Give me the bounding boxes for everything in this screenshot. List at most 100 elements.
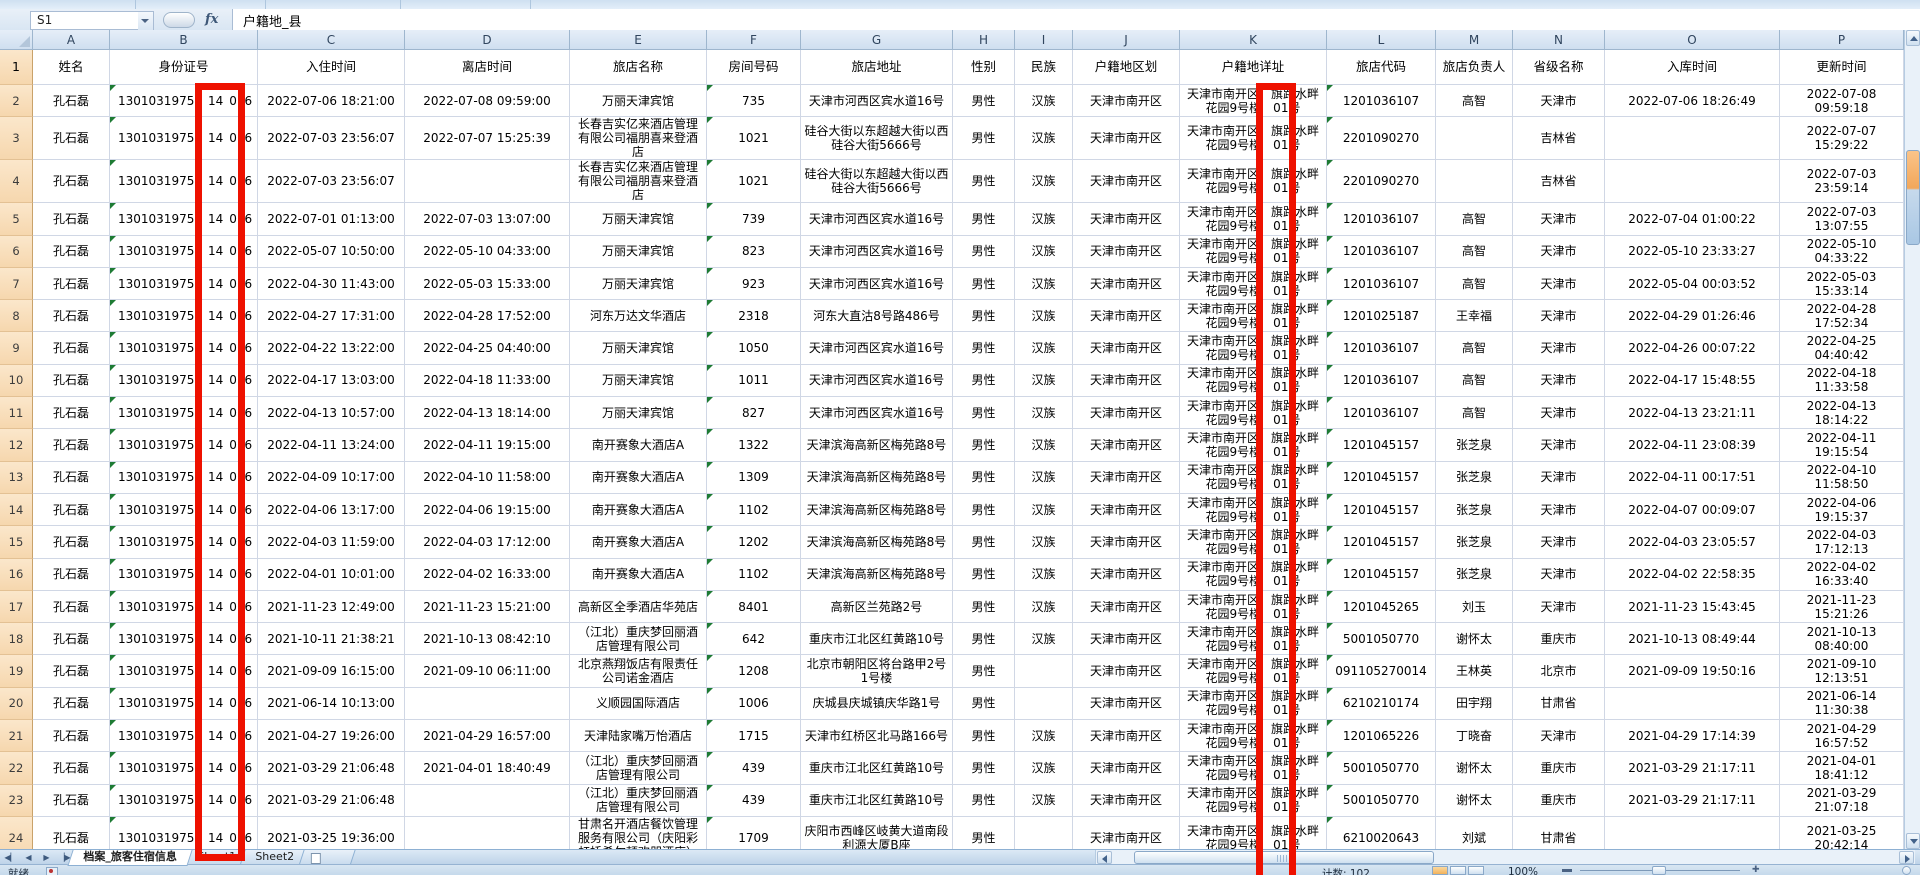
column-header-b[interactable]: B <box>110 30 258 50</box>
cell-hotel-address[interactable]: 天津市河西区宾水道16号 <box>801 397 953 430</box>
column-header-e[interactable]: E <box>570 30 707 50</box>
name-box[interactable]: S1 <box>30 11 148 30</box>
cell-name[interactable]: 孔石磊 <box>33 117 110 161</box>
row-header-17[interactable]: 17 <box>0 590 33 624</box>
cell-province[interactable]: 天津市 <box>1513 267 1605 301</box>
cell-hotel-address[interactable]: 天津市河西区宾水道16号 <box>801 364 953 398</box>
cell-manager[interactable]: 高智 <box>1436 85 1513 118</box>
name-box-dropdown[interactable] <box>138 11 154 31</box>
cell-checkout-time[interactable]: 2022-04-28 17:52:00 <box>405 300 570 333</box>
cell-detail-address[interactable]: 天津市南开区 旗路水畔 花园9号楼 01号 <box>1180 117 1327 161</box>
cell-checkin-time[interactable]: 2021-11-23 12:49:00 <box>258 590 405 624</box>
cell-manager[interactable]: 刘玉 <box>1436 590 1513 624</box>
page-layout-view-button[interactable] <box>1450 866 1466 875</box>
cell-hotel-code[interactable]: 1201036107 <box>1327 85 1436 118</box>
cell-hotel-address[interactable]: 河东大直沽8号路486号 <box>801 300 953 333</box>
row-header-14[interactable]: 14 <box>0 493 33 527</box>
cell-region[interactable]: 天津市南开区 <box>1073 117 1180 161</box>
zoom-in-button[interactable]: ✚ <box>1752 865 1760 875</box>
cell-region[interactable]: 天津市南开区 <box>1073 85 1180 118</box>
cell-region[interactable]: 天津市南开区 <box>1073 720 1180 753</box>
cell-hotel-address[interactable]: 重庆市江北区红黄路10号 <box>801 752 953 785</box>
cell-store-time[interactable]: 2022-04-11 23:08:39 <box>1605 429 1780 462</box>
cell-region[interactable]: 天津市南开区 <box>1073 493 1180 527</box>
cell-id-number[interactable]: 13010319750 14 016 <box>110 784 258 817</box>
cell-hotel-address[interactable]: 重庆市江北区红黄路10号 <box>801 784 953 817</box>
cell-store-time[interactable] <box>1605 160 1780 204</box>
cell-hotel-code[interactable]: 2201090270 <box>1327 117 1436 161</box>
cell-hotel-address[interactable]: 高新区兰苑路2号 <box>801 590 953 624</box>
cell-checkin-time[interactable]: 2022-04-03 11:59:00 <box>258 526 405 559</box>
cell-hotel-name[interactable]: 高新区全季酒店华苑店 <box>570 590 707 624</box>
cell-ethnicity[interactable]: 汉族 <box>1015 590 1073 624</box>
cell-name[interactable]: 孔石磊 <box>33 300 110 333</box>
cell-detail-address[interactable]: 天津市南开区 旗路水畔 花园9号楼 01号 <box>1180 720 1327 753</box>
cell-room-number[interactable]: 1709 <box>707 816 801 849</box>
cell-detail-address[interactable]: 天津市南开区 旗路水畔 花园9号楼 01号 <box>1180 623 1327 656</box>
cell-hotel-address[interactable]: 天津滨海高新区梅苑路8号 <box>801 493 953 527</box>
prev-sheet-button[interactable]: ◀ <box>25 853 32 862</box>
cell-hotel-address[interactable]: 天津市河西区宾水道16号 <box>801 267 953 301</box>
cell-manager[interactable] <box>1436 117 1513 161</box>
cell-ethnicity[interactable]: 汉族 <box>1015 203 1073 236</box>
cell-detail-address[interactable]: 天津市南开区 旗路水畔 花园9号楼 01号 <box>1180 364 1327 398</box>
cell-province[interactable]: 天津市 <box>1513 461 1605 494</box>
field-header-o[interactable]: 入库时间 <box>1605 50 1780 85</box>
cell-room-number[interactable]: 2318 <box>707 300 801 333</box>
cell-province[interactable]: 天津市 <box>1513 203 1605 236</box>
cell-ethnicity[interactable]: 汉族 <box>1015 784 1073 817</box>
cell-checkin-time[interactable]: 2021-03-29 21:06:48 <box>258 752 405 785</box>
cell-province[interactable]: 天津市 <box>1513 332 1605 365</box>
field-header-a[interactable]: 姓名 <box>33 50 110 85</box>
cell-update-time[interactable]: 2021-10-13 08:40:00 <box>1780 623 1904 656</box>
cell-update-time[interactable]: 2022-05-03 15:33:14 <box>1780 267 1904 301</box>
next-sheet-button[interactable]: ▶ <box>43 853 50 862</box>
cell-checkin-time[interactable]: 2022-07-03 23:56:07 <box>258 117 405 161</box>
cell-hotel-address[interactable]: 北京市朝阳区将台路甲2号1号楼 <box>801 655 953 688</box>
cell-hotel-name[interactable]: 南开赛象大酒店A <box>570 558 707 591</box>
cell-hotel-name[interactable]: 南开赛象大酒店A <box>570 461 707 494</box>
cell-region[interactable]: 天津市南开区 <box>1073 397 1180 430</box>
field-header-i[interactable]: 民族 <box>1015 50 1073 85</box>
cell-store-time[interactable]: 2021-04-29 17:14:39 <box>1605 720 1780 753</box>
cell-name[interactable]: 孔石磊 <box>33 160 110 204</box>
cell-update-time[interactable]: 2021-09-10 12:13:51 <box>1780 655 1904 688</box>
column-header-a[interactable]: A <box>33 30 110 50</box>
cell-name[interactable]: 孔石磊 <box>33 720 110 753</box>
cell-hotel-name[interactable]: 万丽天津宾馆 <box>570 235 707 268</box>
cell-checkin-time[interactable]: 2022-07-06 18:21:00 <box>258 85 405 118</box>
cell-update-time[interactable]: 2021-03-29 21:07:18 <box>1780 784 1904 817</box>
cell-id-number[interactable]: 13010319750 14 016 <box>110 623 258 656</box>
cell-province[interactable]: 天津市 <box>1513 526 1605 559</box>
cell-gender[interactable]: 男性 <box>953 203 1015 236</box>
cell-ethnicity[interactable]: 汉族 <box>1015 235 1073 268</box>
cell-manager[interactable] <box>1436 160 1513 204</box>
cell-name[interactable]: 孔石磊 <box>33 590 110 624</box>
cell-name[interactable]: 孔石磊 <box>33 752 110 785</box>
zoom-level[interactable]: 100% <box>1508 866 1539 875</box>
cell-gender[interactable]: 男性 <box>953 752 1015 785</box>
column-header-k[interactable]: K <box>1180 30 1327 50</box>
select-all-corner[interactable] <box>0 30 33 50</box>
cell-detail-address[interactable]: 天津市南开区 旗路水畔 花园9号楼 01号 <box>1180 558 1327 591</box>
cell-gender[interactable]: 男性 <box>953 493 1015 527</box>
row-header-21[interactable]: 21 <box>0 720 33 753</box>
cell-id-number[interactable]: 13010319750 14 016 <box>110 235 258 268</box>
cell-gender[interactable]: 男性 <box>953 429 1015 462</box>
cell-id-number[interactable]: 13010319750 14 016 <box>110 332 258 365</box>
cell-room-number[interactable]: 1208 <box>707 655 801 688</box>
cell-detail-address[interactable]: 天津市南开区 旗路水畔 花园9号楼 01号 <box>1180 300 1327 333</box>
cell-update-time[interactable]: 2021-11-23 15:21:26 <box>1780 590 1904 624</box>
cell-name[interactable]: 孔石磊 <box>33 526 110 559</box>
row-header-24[interactable]: 24 <box>0 816 33 849</box>
fx-icon[interactable]: fx <box>205 12 219 27</box>
cell-detail-address[interactable]: 天津市南开区 旗路水畔 花园9号楼 01号 <box>1180 429 1327 462</box>
cell-checkout-time[interactable]: 2021-04-01 18:40:49 <box>405 752 570 785</box>
cell-hotel-code[interactable]: 2201090270 <box>1327 160 1436 204</box>
cell-ethnicity[interactable]: 汉族 <box>1015 493 1073 527</box>
cell-id-number[interactable]: 13010319750 14 016 <box>110 816 258 849</box>
cell-id-number[interactable]: 13010319750 14 016 <box>110 493 258 527</box>
cell-region[interactable]: 天津市南开区 <box>1073 461 1180 494</box>
cell-gender[interactable]: 男性 <box>953 558 1015 591</box>
row-header-11[interactable]: 11 <box>0 397 33 430</box>
